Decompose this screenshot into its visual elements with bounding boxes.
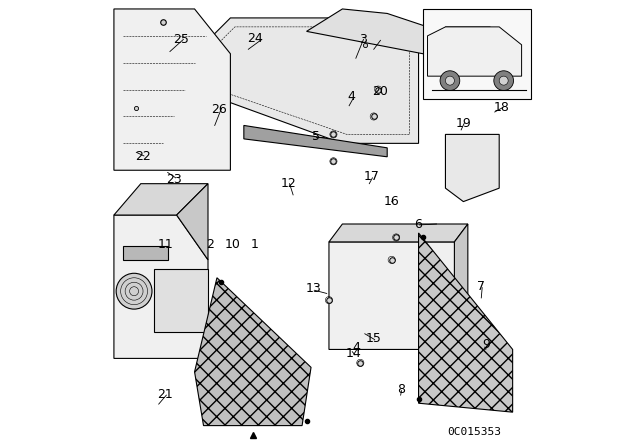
Text: 25: 25 xyxy=(173,33,189,46)
Text: 19: 19 xyxy=(456,116,471,130)
Text: 9: 9 xyxy=(482,338,490,352)
Polygon shape xyxy=(307,9,441,54)
Text: 22: 22 xyxy=(135,150,151,164)
Text: 4: 4 xyxy=(348,90,355,103)
Text: 3: 3 xyxy=(358,33,367,46)
Text: 8: 8 xyxy=(397,383,404,396)
Polygon shape xyxy=(244,125,387,157)
Polygon shape xyxy=(195,18,419,143)
Polygon shape xyxy=(114,184,208,215)
Text: 23: 23 xyxy=(166,172,182,186)
Polygon shape xyxy=(154,269,208,332)
Polygon shape xyxy=(329,242,463,349)
Polygon shape xyxy=(445,134,499,202)
Text: 4: 4 xyxy=(352,340,360,354)
Circle shape xyxy=(494,71,513,90)
Polygon shape xyxy=(419,233,513,412)
Text: 1: 1 xyxy=(251,237,259,251)
Text: 20: 20 xyxy=(372,85,388,99)
Text: 6: 6 xyxy=(415,217,422,231)
Polygon shape xyxy=(123,246,168,260)
Polygon shape xyxy=(423,9,531,99)
Polygon shape xyxy=(454,224,468,349)
Text: 0C015353: 0C015353 xyxy=(447,427,502,437)
Polygon shape xyxy=(114,215,208,358)
Text: 21: 21 xyxy=(157,388,173,401)
Polygon shape xyxy=(114,9,230,170)
Circle shape xyxy=(440,71,460,90)
Polygon shape xyxy=(329,224,468,242)
Text: 14: 14 xyxy=(346,347,362,361)
Circle shape xyxy=(499,76,508,85)
Text: 2: 2 xyxy=(206,237,214,251)
Polygon shape xyxy=(195,278,311,426)
Text: 7: 7 xyxy=(477,280,485,293)
Text: 10: 10 xyxy=(225,237,241,251)
Text: 18: 18 xyxy=(493,101,509,114)
Text: 26: 26 xyxy=(211,103,227,116)
Text: 15: 15 xyxy=(366,332,381,345)
Text: 11: 11 xyxy=(157,237,173,251)
Polygon shape xyxy=(428,27,522,76)
Text: 17: 17 xyxy=(364,170,380,184)
Text: 16: 16 xyxy=(384,195,399,208)
Circle shape xyxy=(116,273,152,309)
Text: 24: 24 xyxy=(247,31,263,45)
Text: 13: 13 xyxy=(305,282,321,296)
Text: 12: 12 xyxy=(281,177,296,190)
Polygon shape xyxy=(177,184,208,260)
Text: 5: 5 xyxy=(312,130,319,143)
Polygon shape xyxy=(436,27,499,63)
Circle shape xyxy=(445,76,454,85)
